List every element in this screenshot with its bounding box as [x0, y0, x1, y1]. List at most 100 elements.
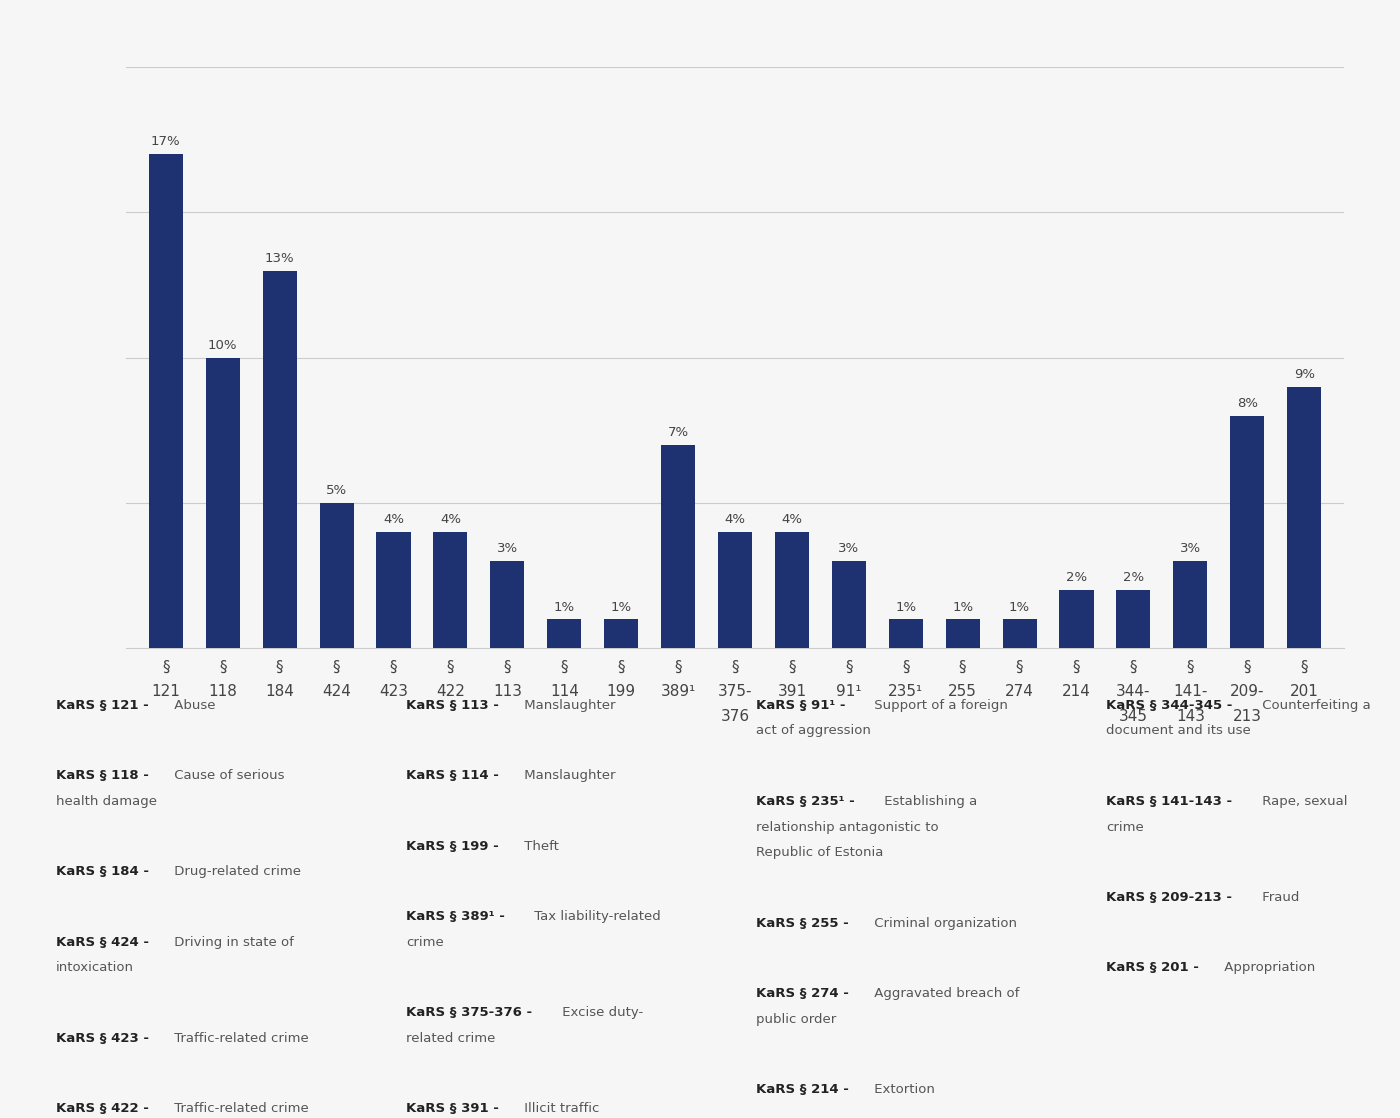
Bar: [206, 358, 239, 648]
Text: §: §: [846, 660, 853, 674]
Text: 4%: 4%: [781, 513, 802, 527]
Text: document and its use: document and its use: [1106, 724, 1250, 738]
Text: 274: 274: [1005, 684, 1035, 699]
Text: 10%: 10%: [209, 339, 238, 352]
Text: Rape, sexual: Rape, sexual: [1259, 795, 1348, 808]
Text: Counterfeiting a: Counterfeiting a: [1259, 699, 1371, 712]
Text: §: §: [333, 660, 340, 674]
Text: 2%: 2%: [1123, 571, 1144, 585]
Bar: [263, 271, 297, 648]
Text: 4%: 4%: [440, 513, 461, 527]
Text: Manslaughter: Manslaughter: [521, 769, 616, 783]
Text: 9%: 9%: [1294, 368, 1315, 381]
Text: §: §: [276, 660, 283, 674]
Text: 391: 391: [777, 684, 806, 699]
Text: §: §: [1187, 660, 1194, 674]
Text: KaRS § 118 -: KaRS § 118 -: [56, 769, 148, 783]
Text: §: §: [1072, 660, 1081, 674]
Bar: [148, 154, 183, 648]
Text: Appropriation: Appropriation: [1221, 961, 1316, 975]
Text: KaRS § 422 -: KaRS § 422 -: [56, 1102, 148, 1116]
Text: Traffic-related crime: Traffic-related crime: [171, 1032, 309, 1045]
Text: 1%: 1%: [610, 600, 631, 614]
Text: KaRS § 209-213 -: KaRS § 209-213 -: [1106, 891, 1232, 904]
Bar: [945, 619, 980, 648]
Text: §: §: [447, 660, 454, 674]
Text: 199: 199: [606, 684, 636, 699]
Text: 141-: 141-: [1173, 684, 1208, 699]
Text: §: §: [218, 660, 227, 674]
Text: KaRS § 389¹ -: KaRS § 389¹ -: [406, 910, 505, 923]
Bar: [490, 561, 525, 648]
Text: Abuse: Abuse: [171, 699, 216, 712]
Text: crime: crime: [406, 936, 444, 949]
Bar: [1173, 561, 1207, 648]
Text: 5%: 5%: [326, 484, 347, 498]
Text: §: §: [389, 660, 398, 674]
Bar: [547, 619, 581, 648]
Text: 213: 213: [1233, 709, 1261, 723]
Text: Tax liability-related: Tax liability-related: [529, 910, 661, 923]
Text: KaRS § 199 -: KaRS § 199 -: [406, 840, 498, 853]
Text: 255: 255: [948, 684, 977, 699]
Text: Drug-related crime: Drug-related crime: [171, 865, 301, 879]
Text: §: §: [1243, 660, 1252, 674]
Text: 424: 424: [322, 684, 351, 699]
Text: Extortion: Extortion: [871, 1083, 935, 1097]
Bar: [319, 503, 354, 648]
Text: §: §: [959, 660, 966, 674]
Text: 8%: 8%: [1236, 397, 1257, 410]
Text: §: §: [1016, 660, 1023, 674]
Text: 1%: 1%: [553, 600, 575, 614]
Bar: [434, 532, 468, 648]
Text: KaRS § 375-376 -: KaRS § 375-376 -: [406, 1006, 532, 1020]
Text: 7%: 7%: [668, 426, 689, 439]
Text: 121: 121: [151, 684, 181, 699]
Text: §: §: [560, 660, 568, 674]
Text: 375-: 375-: [718, 684, 752, 699]
Bar: [889, 619, 923, 648]
Text: KaRS § 114 -: KaRS § 114 -: [406, 769, 498, 783]
Bar: [1231, 416, 1264, 648]
Text: 2%: 2%: [1065, 571, 1086, 585]
Text: KaRS § 214 -: KaRS § 214 -: [756, 1083, 848, 1097]
Text: §: §: [162, 660, 169, 674]
Bar: [832, 561, 867, 648]
Text: Theft: Theft: [521, 840, 559, 853]
Bar: [1060, 590, 1093, 648]
Text: KaRS § 423 -: KaRS § 423 -: [56, 1032, 148, 1045]
Text: 3%: 3%: [497, 542, 518, 556]
Text: health damage: health damage: [56, 795, 157, 808]
Text: 17%: 17%: [151, 135, 181, 149]
Text: intoxication: intoxication: [56, 961, 134, 975]
Text: public order: public order: [756, 1013, 836, 1026]
Bar: [661, 445, 696, 648]
Text: KaRS § 391 -: KaRS § 391 -: [406, 1102, 498, 1116]
Text: Aggravated breach of: Aggravated breach of: [871, 987, 1019, 1001]
Text: related crime: related crime: [406, 1032, 496, 1045]
Text: 3%: 3%: [839, 542, 860, 556]
Text: Criminal organization: Criminal organization: [871, 917, 1018, 930]
Text: relationship antagonistic to: relationship antagonistic to: [756, 821, 938, 834]
Bar: [1287, 387, 1322, 648]
Text: §: §: [902, 660, 910, 674]
Text: §: §: [1301, 660, 1308, 674]
Text: 118: 118: [209, 684, 237, 699]
Text: 1%: 1%: [952, 600, 973, 614]
Text: §: §: [617, 660, 624, 674]
Text: KaRS § 235¹ -: KaRS § 235¹ -: [756, 795, 855, 808]
Bar: [1116, 590, 1151, 648]
Text: KaRS § 113 -: KaRS § 113 -: [406, 699, 498, 712]
Text: §: §: [675, 660, 682, 674]
Text: 344-: 344-: [1116, 684, 1151, 699]
Text: Illicit traffic: Illicit traffic: [521, 1102, 599, 1116]
Text: 13%: 13%: [265, 252, 294, 265]
Text: 389¹: 389¹: [661, 684, 696, 699]
Text: 376: 376: [721, 709, 749, 723]
Text: Support of a foreign: Support of a foreign: [871, 699, 1008, 712]
Bar: [718, 532, 752, 648]
Text: act of aggression: act of aggression: [756, 724, 871, 738]
Text: 214: 214: [1063, 684, 1091, 699]
Text: 345: 345: [1119, 709, 1148, 723]
Text: KaRS § 91¹ -: KaRS § 91¹ -: [756, 699, 846, 712]
